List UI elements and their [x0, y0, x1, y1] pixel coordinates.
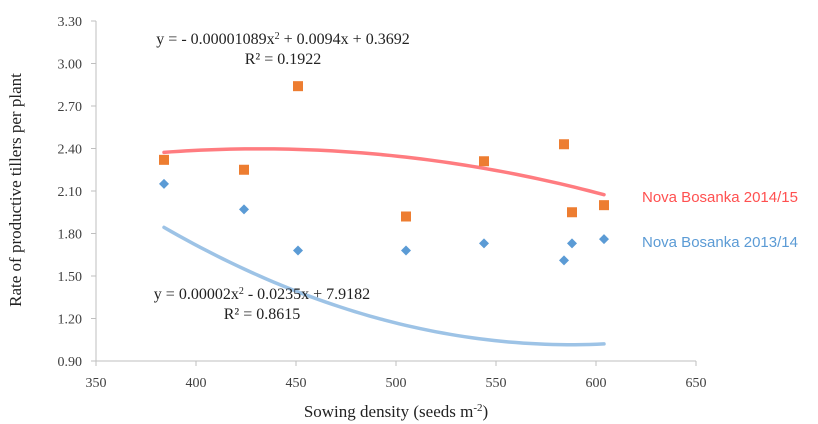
trendline-equation: y = 0.00002x2 - 0.0235x + 7.9182 — [154, 286, 370, 304]
series-label: Nova Bosanka 2013/14 — [642, 234, 798, 251]
data-point-diamond — [293, 245, 303, 256]
y-tick-label: 2.40 — [58, 143, 83, 158]
y-axis-title: Rate of productive tillers per plant — [6, 73, 25, 307]
data-points — [159, 81, 609, 266]
data-point-diamond — [479, 238, 489, 249]
trendlines — [162, 147, 606, 347]
data-point-diamond — [401, 245, 411, 256]
y-tick-label: 1.50 — [58, 270, 83, 285]
x-axis-title: Sowing density (seeds m-2) — [304, 402, 488, 421]
data-point-diamond — [599, 234, 609, 245]
data-point-square — [293, 81, 303, 92]
series-label: Nova Bosanka 2014/15 — [642, 189, 798, 206]
x-tick-label: 350 — [86, 376, 107, 391]
x-tick-label: 500 — [386, 376, 407, 391]
data-point-square — [567, 207, 577, 218]
trendline-equation: y = - 0.00001089x2 + 0.0094x + 0.3692 — [156, 31, 409, 49]
data-point-diamond — [559, 255, 569, 266]
data-point-square — [479, 156, 489, 167]
data-point-diamond — [159, 178, 169, 189]
data-point-square — [239, 164, 249, 175]
data-point-square — [599, 200, 609, 211]
y-tick-label: 3.00 — [58, 58, 83, 73]
r-squared-label: R² = 0.1922 — [245, 51, 322, 68]
x-tick-label: 550 — [486, 376, 507, 391]
x-tick-label: 400 — [186, 376, 207, 391]
data-point-diamond — [239, 204, 249, 215]
trendline-2013-14 — [162, 225, 606, 347]
x-tick-label: 650 — [686, 376, 707, 391]
trendline-2014-15 — [162, 147, 606, 197]
y-tick-label: 2.10 — [58, 185, 83, 200]
y-tick-label: 1.80 — [58, 228, 83, 243]
data-point-square — [559, 139, 569, 150]
data-point-square — [401, 211, 411, 222]
labels: Sowing density (seeds m-2) Rate of produc… — [6, 31, 798, 422]
data-point-diamond — [567, 238, 577, 249]
y-tick-label: 1.20 — [58, 313, 83, 328]
data-point-square — [159, 154, 169, 165]
y-tick-label: 3.30 — [58, 15, 83, 30]
x-tick-label: 600 — [586, 376, 607, 391]
r-squared-label: R² = 0.8615 — [224, 306, 301, 323]
axes: 350 400 450 500 550 600 650 0.90 1.20 1.50 1.80 2.1… — [58, 15, 707, 391]
y-tick-label: 0.90 — [58, 355, 83, 370]
y-tick-label: 2.70 — [58, 100, 83, 115]
x-tick-label: 450 — [286, 376, 307, 391]
